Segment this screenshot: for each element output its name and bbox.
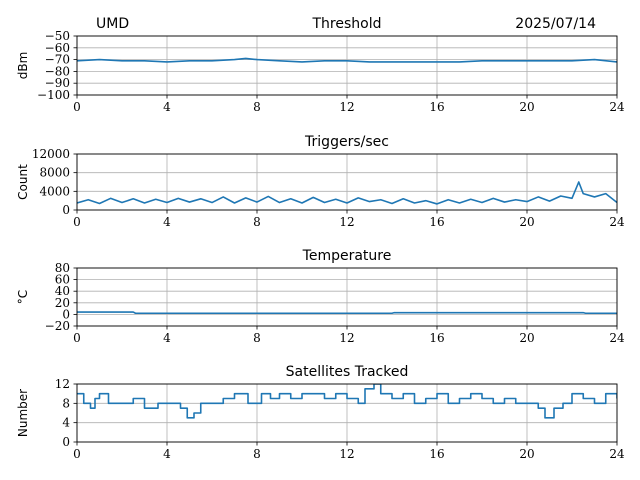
panel-threshold-ytick-label--60: −60: [45, 41, 70, 55]
panel-triggers-sec-ytick-label-12000: 12000: [32, 147, 70, 161]
chart-panels: 0 4 8 12 16 20 24 −100−90−80−70−60−50 Threshold d…: [16, 16, 625, 461]
panel-satellites-tracked-ytick-label-0: 0: [62, 435, 70, 449]
header-left-label: UMD: [96, 16, 129, 32]
panel-threshold-xtick-label-24: 24: [609, 100, 625, 114]
panel-temperature-xtick-label-20: 20: [519, 331, 534, 345]
panel-satellites-tracked-ytick-label-12: 12: [55, 377, 70, 391]
panel-satellites-tracked-xtick-label-0: 0: [73, 447, 81, 461]
panel-triggers-sec-xtick-label-8: 8: [253, 215, 261, 229]
panel-satellites-tracked-xtick-label-16: 16: [429, 447, 444, 461]
panel-temperature-xtick-label-16: 16: [429, 331, 444, 345]
panel-threshold-ylabel: dBm: [16, 52, 30, 80]
panel-temperature-ytick-label-40: 40: [55, 284, 70, 298]
panel-temperature-xtick-label-12: 12: [339, 331, 354, 345]
panel-satellites-tracked-ylabel: Number: [16, 389, 30, 437]
panel-satellites-tracked-xtick-label-8: 8: [253, 447, 261, 461]
panel-triggers-sec-xtick-label-20: 20: [519, 215, 534, 229]
panel-triggers-sec-series-line-0: [77, 181, 617, 205]
panel-satellites-tracked: 0 4 8 12 16 20 24 0 4 8 12 Satellites Tracked Number: [16, 364, 625, 461]
panel-temperature-ytick-label-60: 60: [55, 273, 70, 287]
panel-temperature-ytick-label--20: −20: [45, 319, 70, 333]
panel-satellites-tracked-ytick-label-8: 8: [62, 396, 70, 410]
panel-satellites-tracked-xtick-label-20: 20: [519, 447, 534, 461]
panel-threshold-ytick-label--80: −80: [45, 64, 70, 78]
panel-temperature-ytick-label-0: 0: [62, 307, 70, 321]
panel-satellites-tracked-xtick-label-24: 24: [609, 447, 625, 461]
panel-threshold-series-line-0: [77, 57, 617, 63]
panel-satellites-tracked-ytick-label-4: 4: [62, 416, 70, 430]
panel-threshold-xtick-label-0: 0: [73, 100, 81, 114]
panel-threshold-ytick-label--50: −50: [45, 29, 70, 43]
panel-threshold-ytick-label--100: −100: [37, 88, 70, 102]
panel-threshold-title: Threshold: [312, 16, 382, 32]
panel-temperature-ytick-label-20: 20: [55, 296, 70, 310]
panel-threshold-xtick-label-8: 8: [253, 100, 261, 114]
panel-triggers-sec-ytick-label-4000: 4000: [39, 184, 70, 198]
panel-triggers-sec-ytick-label-0: 0: [62, 203, 70, 217]
panel-threshold-xtick-label-16: 16: [429, 100, 444, 114]
panel-threshold-xtick-label-20: 20: [519, 100, 534, 114]
panel-temperature-ytick-label-80: 80: [55, 261, 70, 275]
panel-triggers-sec: 0 4 8 12 16 20 24 0 4000 8000 12000 Triggers/sec Cou…: [16, 134, 625, 229]
panel-temperature-xtick-label-8: 8: [253, 331, 261, 345]
panel-triggers-sec-title: Triggers/sec: [304, 134, 389, 150]
panel-satellites-tracked-series-line-0: [77, 384, 617, 419]
panel-threshold-xtick-label-12: 12: [339, 100, 354, 114]
panel-triggers-sec-ytick-label-8000: 8000: [39, 166, 70, 180]
panel-threshold-ytick-label--90: −90: [45, 76, 70, 90]
panel-threshold: 0 4 8 12 16 20 24 −100−90−80−70−60−50 Threshold d…: [16, 16, 625, 114]
panel-triggers-sec-xtick-label-12: 12: [339, 215, 354, 229]
panel-temperature-title: Temperature: [302, 248, 392, 264]
panel-temperature-ylabel: °C: [16, 290, 30, 304]
panel-threshold-ytick-label--70: −70: [45, 53, 70, 67]
panel-triggers-sec-xtick-label-0: 0: [73, 215, 81, 229]
panel-threshold-xtick-label-4: 4: [163, 100, 171, 114]
panel-triggers-sec-xtick-label-16: 16: [429, 215, 444, 229]
header-right-date: 2025/07/14: [515, 16, 596, 32]
panel-temperature-xtick-label-4: 4: [163, 331, 171, 345]
panel-triggers-sec-xtick-label-24: 24: [609, 215, 625, 229]
panel-satellites-tracked-title: Satellites Tracked: [286, 364, 409, 380]
panel-triggers-sec-ylabel: Count: [16, 164, 30, 200]
panel-satellites-tracked-xtick-label-12: 12: [339, 447, 354, 461]
panel-temperature-xtick-label-24: 24: [609, 331, 625, 345]
panel-triggers-sec-xtick-label-4: 4: [163, 215, 171, 229]
panel-satellites-tracked-xtick-label-4: 4: [163, 447, 171, 461]
panel-temperature-xtick-label-0: 0: [73, 331, 81, 345]
panel-temperature-series-line-0: [77, 311, 617, 315]
